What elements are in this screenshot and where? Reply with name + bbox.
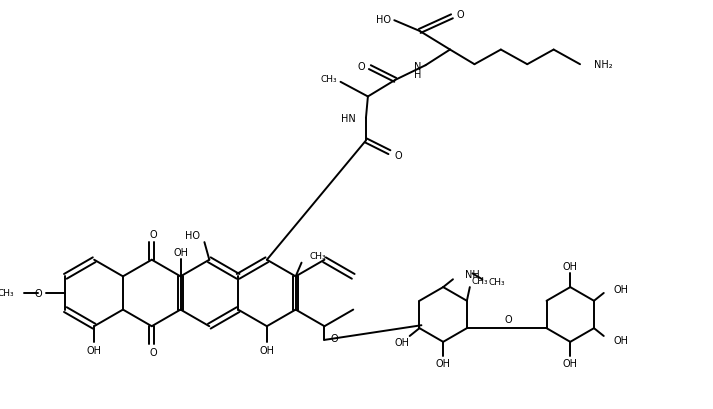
Text: OH: OH bbox=[613, 284, 629, 294]
Text: O: O bbox=[150, 230, 158, 240]
Text: O: O bbox=[394, 151, 402, 161]
Text: OH: OH bbox=[173, 247, 188, 257]
Text: H: H bbox=[414, 70, 421, 80]
Text: CH₃: CH₃ bbox=[321, 75, 337, 84]
Text: OH: OH bbox=[436, 358, 451, 369]
Text: OH: OH bbox=[563, 358, 578, 369]
Text: CH₃: CH₃ bbox=[0, 289, 14, 298]
Text: O: O bbox=[330, 333, 338, 343]
Text: OH: OH bbox=[87, 345, 102, 355]
Text: HN: HN bbox=[342, 114, 356, 124]
Text: HO: HO bbox=[185, 231, 200, 240]
Text: O: O bbox=[457, 10, 464, 20]
Text: O: O bbox=[505, 315, 513, 325]
Text: NH₂: NH₂ bbox=[594, 60, 612, 70]
Text: O: O bbox=[357, 62, 365, 72]
Text: OH: OH bbox=[563, 261, 578, 271]
Text: OH: OH bbox=[260, 345, 275, 355]
Text: OH: OH bbox=[394, 337, 409, 347]
Text: CH₃: CH₃ bbox=[488, 277, 505, 286]
Text: NH: NH bbox=[465, 270, 479, 280]
Text: N: N bbox=[414, 62, 421, 72]
Text: HO: HO bbox=[376, 15, 391, 25]
Text: CH₃: CH₃ bbox=[472, 276, 488, 285]
Text: OH: OH bbox=[613, 335, 629, 345]
Text: O: O bbox=[34, 288, 42, 298]
Text: CH₃: CH₃ bbox=[309, 252, 326, 261]
Text: O: O bbox=[150, 347, 158, 357]
